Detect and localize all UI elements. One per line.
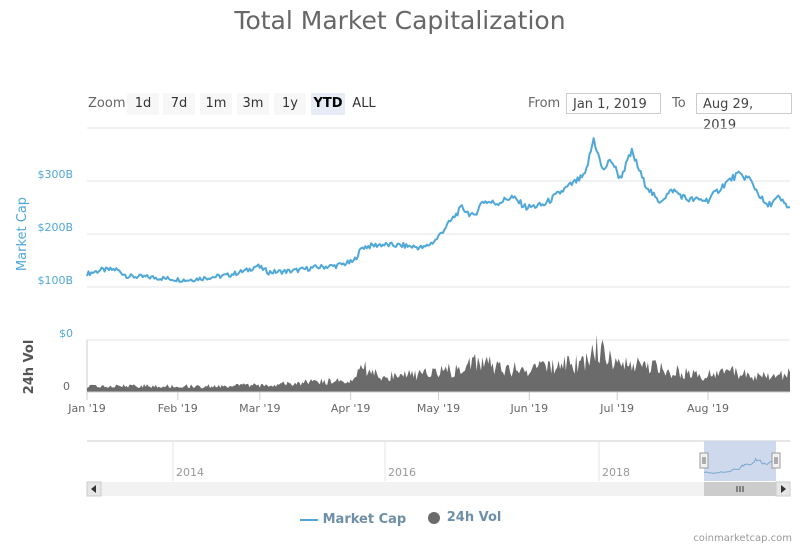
circle-swatch-icon [427, 511, 440, 524]
market-cap-line [86, 137, 790, 283]
from-label: From [528, 96, 561, 111]
zoom-all-button[interactable]: ALL [352, 96, 376, 111]
y-tick-0: $0 [59, 327, 73, 340]
navigator-right-handle[interactable] [771, 452, 781, 469]
x-tick-label: Feb '19 [158, 402, 198, 415]
x-axis-ticks: Jan '19 Feb '19 Mar '19 Apr '19 May '19 Jun '… [67, 392, 729, 415]
zoom-ytd-button[interactable]: YTD [311, 93, 345, 115]
from-date-input[interactable]: Jan 1, 2019 [566, 93, 661, 114]
volume-area [87, 334, 790, 392]
y-axis-title-market-cap: Market Cap [15, 197, 30, 271]
scroll-left-arrow-icon [91, 485, 96, 493]
line-swatch-icon [299, 518, 318, 521]
navigator-year-2018: 2018 [602, 466, 630, 479]
x-tick-label: Apr '19 [331, 402, 371, 415]
to-date-input[interactable]: Aug 29, 2019 [696, 93, 792, 133]
scrollbar[interactable] [86, 481, 791, 497]
y-axis-title-volume: 24h Vol [22, 340, 37, 395]
chart-title: Total Market Capitalization [234, 6, 566, 35]
legend-item-market-cap[interactable]: Market Cap [299, 512, 407, 527]
x-tick-label: Aug '19 [687, 402, 729, 415]
volume-series [87, 334, 790, 392]
x-tick-label: May '19 [417, 402, 460, 415]
navigator-series-line [703, 457, 777, 474]
scroll-right-arrow-icon [781, 485, 786, 493]
zoom-3m-button[interactable]: 3m [237, 93, 269, 115]
credit-link[interactable]: coinmarketcap.com [693, 533, 792, 544]
y-tick-100b: $100B [37, 274, 73, 287]
zoom-1m-button[interactable]: 1m [200, 93, 232, 115]
y-tick-300b: $300B [37, 168, 73, 181]
legend-label-market-cap: Market Cap [322, 512, 407, 527]
zoom-7d-button[interactable]: 7d [163, 93, 195, 115]
legend: Market Cap 24h Vol [0, 510, 800, 529]
navigator-left-handle-box[interactable] [699, 452, 709, 469]
to-label: To [672, 96, 686, 111]
x-tick-label: Jul '19 [599, 402, 634, 415]
legend-label-volume: 24h Vol [446, 510, 502, 525]
zoom-label: Zoom [88, 96, 126, 111]
navigator[interactable]: 2014 2016 2018 [87, 440, 790, 481]
navigator-left-handle[interactable] [699, 452, 709, 469]
legend-item-volume[interactable]: 24h Vol [427, 510, 502, 525]
x-tick-label: Mar '19 [239, 402, 280, 415]
market-cap-chart: $300B $200B $100B $0 Market Cap 24h Vol … [15, 127, 791, 497]
navigator-selection[interactable] [704, 441, 776, 481]
y-tick-200b: $200B [37, 221, 73, 234]
x-tick-label: Jan '19 [67, 402, 105, 415]
market-cap-series [86, 137, 790, 283]
scrollbar-track[interactable] [87, 482, 790, 496]
zoom-1d-button[interactable]: 1d [127, 93, 159, 115]
zoom-1y-button[interactable]: 1y [274, 93, 306, 115]
vol-tick-0: 0 [63, 380, 70, 393]
navigator-year-2016: 2016 [388, 466, 416, 479]
x-tick-label: Jun '19 [509, 402, 548, 415]
navigator-right-handle-box[interactable] [771, 452, 781, 469]
navigator-year-2014: 2014 [176, 466, 204, 479]
